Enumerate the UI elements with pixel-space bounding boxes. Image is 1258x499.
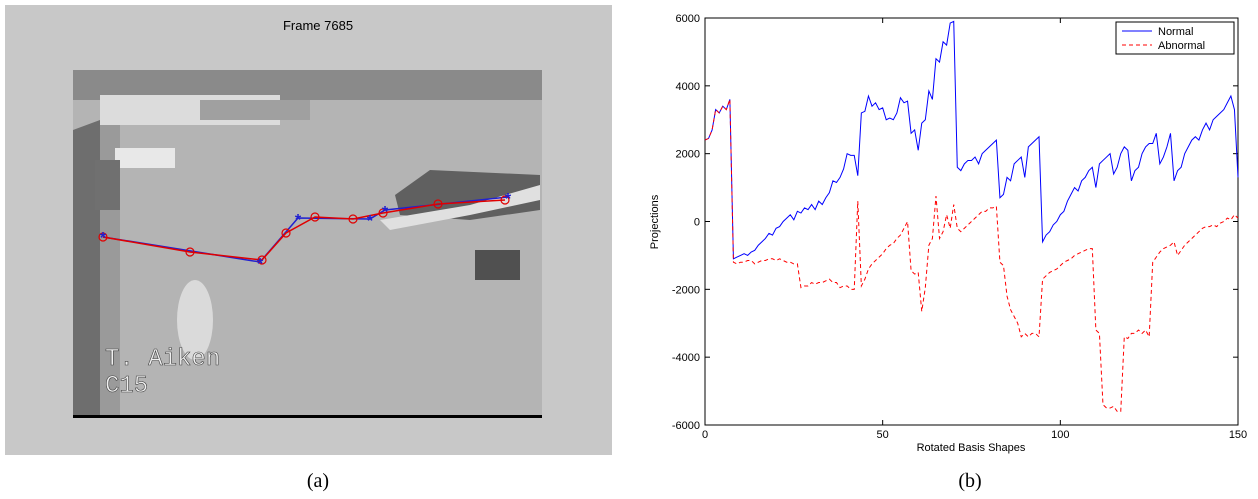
x-tick-label: 100 (1051, 429, 1069, 441)
svg-text:*: * (505, 191, 512, 208)
y-tick-label: 2000 (676, 149, 700, 161)
legend-label: Normal (1158, 26, 1193, 38)
caption: (b) (958, 470, 981, 492)
x-axis-label: Rotated Basis Shapes (917, 442, 1026, 454)
y-tick-label: 4000 (676, 81, 700, 93)
frame-title: Frame 7685 (283, 18, 353, 33)
overlay-text: C15 (105, 373, 148, 400)
y-axis-label: Projections (649, 194, 661, 249)
svg-text:*: * (295, 212, 302, 229)
figure: Frame 7685 * * * * * * T. Aiken C15 (a) (b) R… (0, 0, 1258, 499)
y-tick-label: 6000 (676, 13, 700, 25)
svg-text:*: * (100, 230, 107, 247)
caption: (a) (307, 470, 329, 492)
y-tick-label: 0 (694, 217, 700, 229)
y-tick-label: -6000 (672, 420, 700, 432)
y-tick-label: -4000 (672, 352, 700, 364)
svg-text:*: * (382, 204, 389, 221)
plot-area (705, 18, 1238, 425)
x-tick-label: 50 (877, 429, 889, 441)
svg-text:*: * (367, 213, 374, 230)
y-tick-label: -2000 (672, 284, 700, 296)
svg-text:*: * (257, 256, 264, 273)
overlay-text: T. Aiken (105, 346, 220, 373)
x-tick-label: 0 (702, 429, 708, 441)
legend-label: Abnormal (1158, 40, 1205, 52)
x-tick-label: 150 (1229, 429, 1247, 441)
